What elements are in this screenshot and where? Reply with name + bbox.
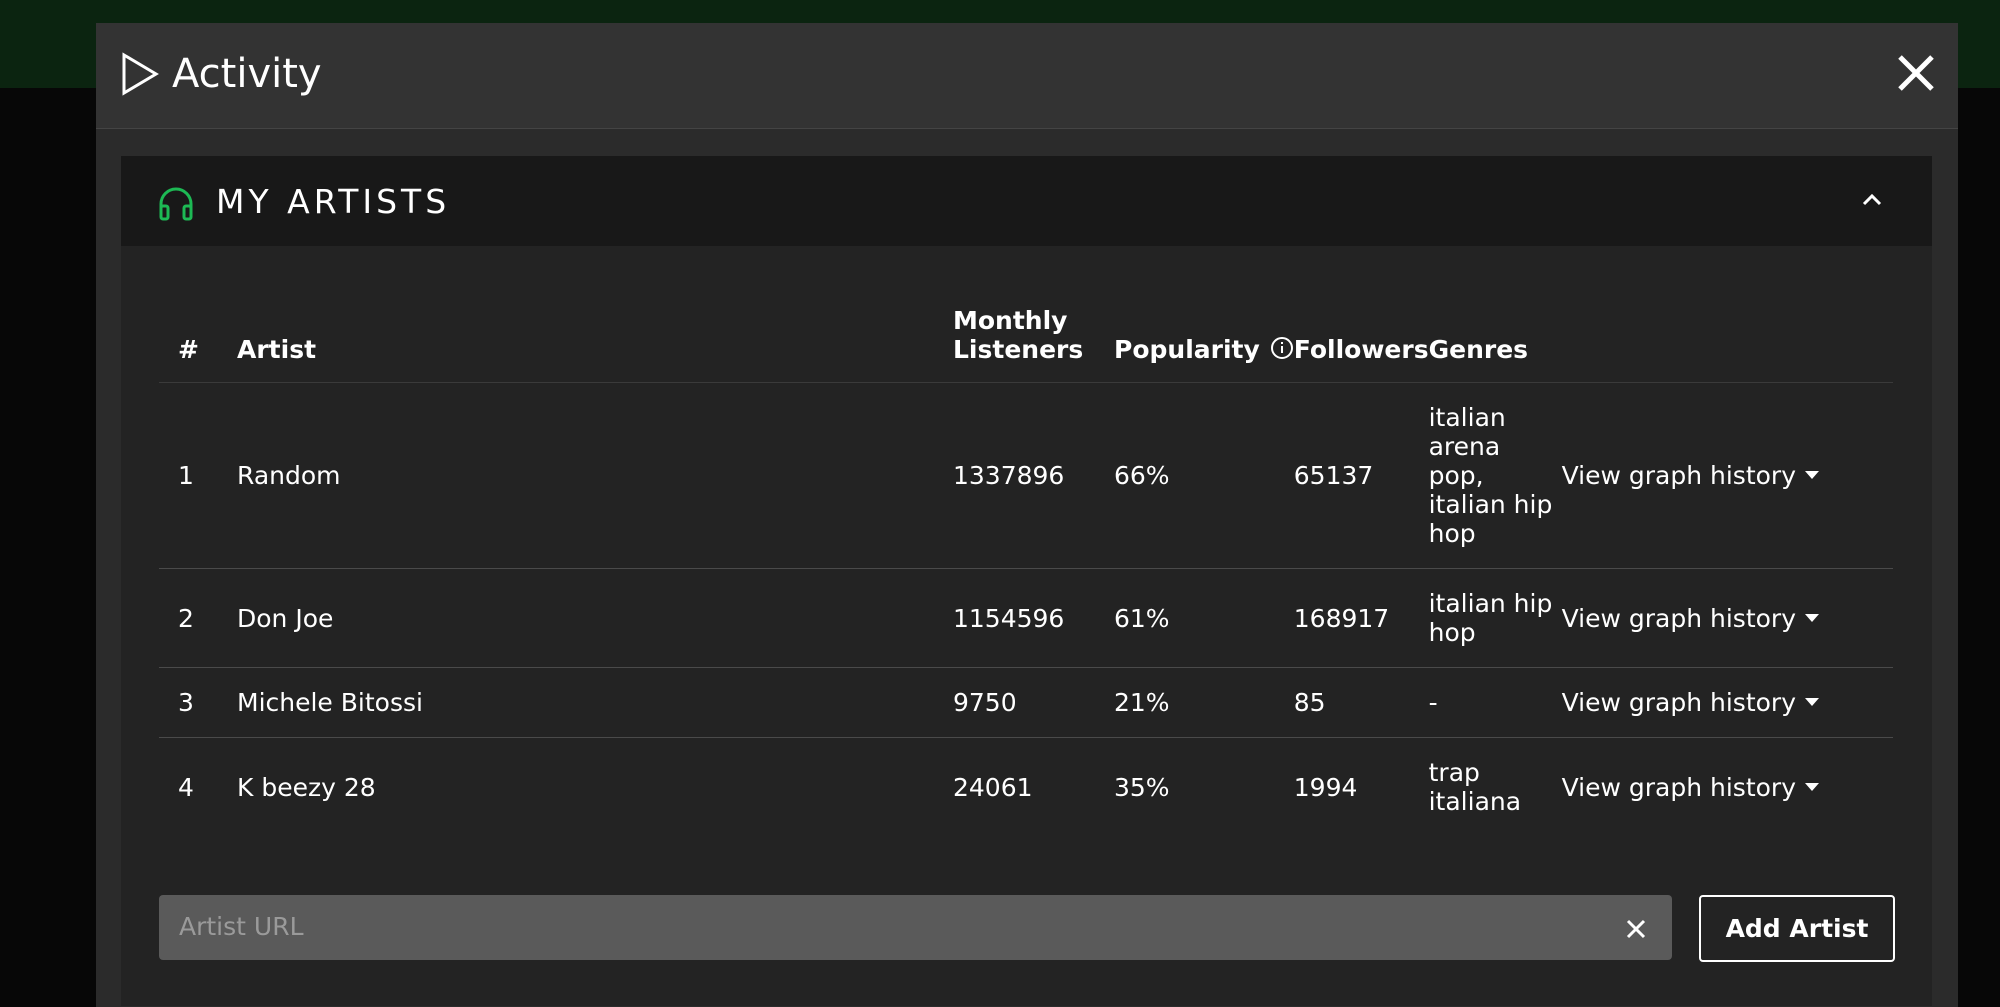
cell: 3 bbox=[159, 667, 237, 738]
artist-url-input[interactable]: Artist URL bbox=[159, 895, 1672, 960]
graph-history-dropdown[interactable]: View graph history bbox=[1561, 568, 1893, 668]
caret bbox=[1796, 773, 1820, 802]
column-header: Popularity bbox=[1114, 306, 1294, 383]
modal: Activity MY ARTISTS # Artist Monthly Liste… bbox=[96, 23, 1958, 1007]
column-header: Followers bbox=[1293, 306, 1429, 383]
cell: 21% bbox=[1114, 667, 1294, 738]
artist-row: 2 Don Joe 1154596 61% 168917 italian hip hop V… bbox=[159, 568, 1893, 668]
cell: 9750 bbox=[953, 667, 1114, 738]
dropdown-label: View graph history bbox=[1561, 688, 1796, 717]
cell: 85 bbox=[1293, 667, 1429, 738]
headphones-icon bbox=[159, 187, 193, 221]
collapse-icon[interactable] bbox=[1862, 192, 1882, 206]
modal-title: Activity bbox=[172, 51, 322, 97]
cell: italian hip hop bbox=[1428, 568, 1562, 668]
column-header: Artist bbox=[237, 306, 953, 383]
close-button[interactable] bbox=[1896, 53, 1936, 93]
dropdown-label: View graph history bbox=[1561, 603, 1796, 633]
artists-table: # Artist Monthly Listeners Popularity Follow… bbox=[159, 306, 1893, 836]
info-icon[interactable] bbox=[1260, 335, 1294, 364]
graph-history-dropdown[interactable]: View graph history bbox=[1561, 382, 1893, 569]
caret bbox=[1796, 461, 1820, 490]
cell: 61% bbox=[1114, 568, 1294, 668]
dropdown-label: View graph history bbox=[1561, 772, 1796, 802]
cell: 65137 bbox=[1293, 382, 1429, 569]
section: MY ARTISTS # Artist Monthly Listeners Popul… bbox=[121, 156, 1932, 1006]
cell: Don Joe bbox=[237, 568, 953, 668]
column-header: Genres bbox=[1428, 306, 1562, 383]
section-header[interactable]: MY ARTISTS bbox=[121, 156, 1932, 246]
column-header: # bbox=[159, 306, 237, 383]
play-icon bbox=[122, 52, 159, 96]
column-header-empty bbox=[1561, 306, 1893, 383]
artist-row: 4 K beezy 28 24061 35% 1994 trap italiana View… bbox=[159, 738, 1893, 837]
modal-header: Activity bbox=[96, 23, 1958, 129]
cell: Random bbox=[237, 382, 953, 569]
cell: 1154596 bbox=[953, 568, 1114, 668]
cell: 66% bbox=[1114, 382, 1294, 569]
cell: 24061 bbox=[953, 772, 1033, 802]
clear-icon[interactable] bbox=[1626, 919, 1646, 939]
cell: 35% bbox=[1114, 772, 1170, 802]
graph-history-dropdown[interactable]: View graph history bbox=[1561, 667, 1893, 738]
cell: italian arena pop, italian hip hop bbox=[1428, 382, 1562, 569]
cell: 2 bbox=[159, 568, 237, 668]
caret bbox=[1796, 604, 1820, 633]
cell: 168917 bbox=[1293, 568, 1429, 668]
placeholder: Artist URL bbox=[179, 912, 304, 941]
add-artist-button[interactable]: Add Artist bbox=[1699, 895, 1895, 962]
cell: Michele Bitossi bbox=[237, 667, 953, 738]
cell: 1994 bbox=[1293, 772, 1358, 802]
artist-row: 1 Random 1337896 66% 65137 italian arena pop,… bbox=[159, 382, 1893, 569]
cell: K beezy 28 bbox=[237, 772, 376, 802]
artist-row: 3 Michele Bitossi 9750 21% 85- View graph his… bbox=[159, 667, 1893, 738]
section-title: MY ARTISTS bbox=[216, 182, 451, 221]
cell: 1 bbox=[159, 382, 237, 569]
column-header: Monthly Listeners bbox=[953, 306, 1114, 383]
dropdown-label: View graph history bbox=[1561, 461, 1796, 490]
cell: trap italiana bbox=[1428, 758, 1522, 816]
graph-history-dropdown[interactable]: View graph history bbox=[1562, 738, 1893, 837]
cell: - bbox=[1428, 667, 1562, 738]
cell: 1337896 bbox=[953, 382, 1114, 569]
header-row: # Artist Monthly Listeners Popularity Follow… bbox=[159, 306, 1893, 383]
caret bbox=[1796, 688, 1820, 717]
cell: 4 bbox=[178, 772, 194, 802]
